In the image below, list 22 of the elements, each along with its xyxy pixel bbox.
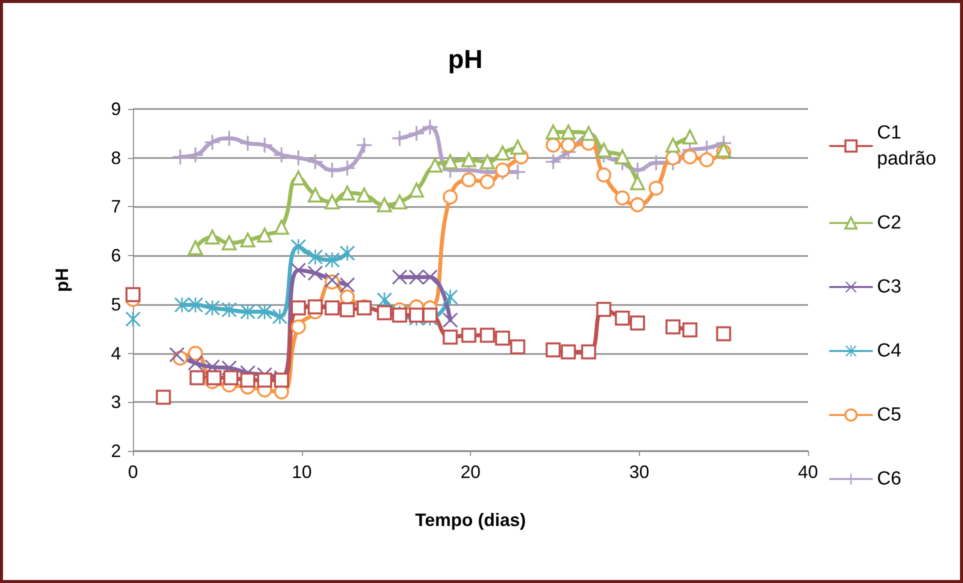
legend-label: C6 [877, 468, 902, 490]
x-tick-label: 10 [292, 462, 312, 482]
y-tick-label: 9 [110, 99, 121, 119]
y-tick-label: 6 [110, 246, 121, 266]
y-tick-label: 3 [110, 392, 121, 412]
x-tick-label: 0 [128, 462, 138, 482]
x-tick-label: 20 [460, 462, 481, 482]
legend-label: C2 [877, 212, 902, 234]
y-axis-title: pH [52, 268, 72, 292]
y-tick-label: 4 [110, 343, 121, 364]
y-tick-label: 5 [110, 294, 121, 314]
x-axis-title: Tempo (dias) [415, 510, 526, 530]
x-tick-label: 40 [798, 462, 818, 482]
legend-label: C5 [877, 404, 902, 426]
y-tick-label: 8 [110, 148, 121, 168]
x-tick-label: 30 [629, 462, 650, 482]
legend-label: C1 padrão [877, 122, 936, 170]
legend-label: C4 [877, 340, 902, 362]
chart-title: pH [448, 44, 483, 74]
y-tick-label: 2 [110, 441, 121, 461]
legend-label: C3 [877, 276, 902, 298]
y-tick-label: 7 [110, 196, 121, 217]
